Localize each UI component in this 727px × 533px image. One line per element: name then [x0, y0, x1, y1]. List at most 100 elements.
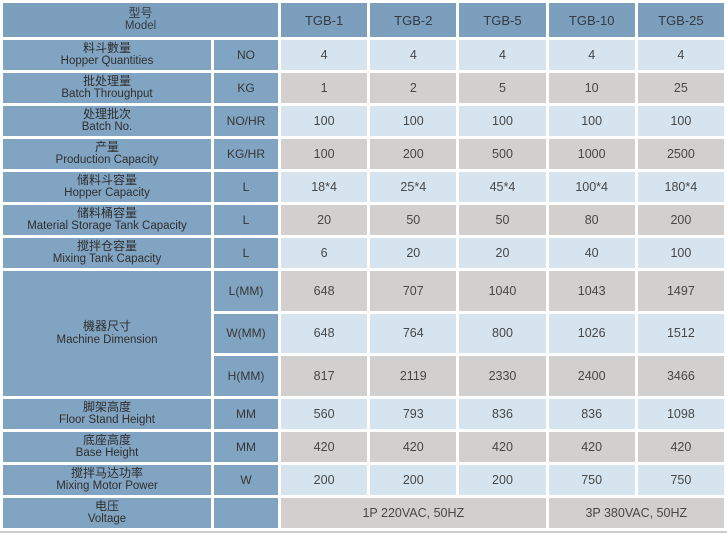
table-row-machine-dimension-l: 機器尺寸 Machine Dimension L(MM) 648 707 104… [3, 271, 724, 396]
row-label-en: Production Capacity [55, 154, 159, 167]
value-cell: 3466 [637, 356, 724, 396]
unit-cell: KG/HR [214, 139, 279, 169]
value-cell: 836 [548, 399, 635, 429]
unit-cell: MM [214, 432, 279, 462]
row-label-machine-dimension: 機器尺寸 Machine Dimension [3, 271, 211, 396]
column-header-tgb-1: TGB-1 [281, 3, 368, 37]
row-label: 产量 Production Capacity [3, 139, 211, 169]
value-cell: 100 [548, 106, 635, 136]
column-header-tgb-25: TGB-25 [637, 3, 724, 37]
value-cell: 1000 [548, 139, 635, 169]
row-label: 脚架高度 Floor Stand Height [3, 399, 211, 429]
value-cell: 100 [459, 106, 546, 136]
unit-cell: L [214, 172, 279, 202]
value-cell: 1040 [459, 271, 546, 311]
value-cell: 420 [548, 432, 635, 462]
unit-cell: W(MM) [214, 313, 279, 354]
value-cell: 20 [370, 238, 457, 268]
row-label-zh: 产量 [94, 139, 119, 154]
row-label-en: Hopper Capacity [64, 187, 150, 200]
value-cell: 2330 [459, 356, 546, 396]
table-row-hopper-quantities: 料斗數量 Hopper Quantities NO 4 4 4 4 4 [3, 40, 724, 70]
value-cell: 5 [459, 73, 546, 103]
unit-cell: L(MM) [214, 271, 279, 311]
value-cell: 18*4 [281, 172, 368, 202]
value-cell: 1512 [637, 313, 724, 354]
unit-cell: W [214, 465, 279, 495]
value-cell: 4 [459, 40, 546, 70]
row-label-zh: 储料斗容量 [76, 172, 137, 187]
table-row-voltage: 电压 Voltage 1P 220VAC, 50HZ 3P 380VAC, 50… [3, 498, 724, 528]
value-cell: 200 [637, 205, 724, 235]
table-row-machine-dimension-w: W(MM) 648 764 800 1026 1512 [3, 313, 724, 354]
row-label: 处理批次 Batch No. [3, 106, 211, 136]
unit-cell-empty [214, 498, 279, 528]
unit-cell: KG [214, 73, 279, 103]
table-row-batch-throughput: 批处理量 Batch Throughput KG 1 2 5 10 25 [3, 73, 724, 103]
value-cell: 45*4 [459, 172, 546, 202]
table-row-machine-dimension-h: H(MM) 817 2119 2330 2400 3466 [3, 356, 724, 396]
row-label-en: Base Height [75, 447, 139, 460]
model-header-cell: 型号 Model [3, 3, 279, 37]
table-row-base-height: 底座高度 Base Height MM 420 420 420 420 420 [3, 432, 724, 462]
value-cell: 1026 [548, 313, 635, 354]
row-label-en: Floor Stand Height [59, 414, 155, 427]
value-cell: 50 [370, 205, 457, 235]
value-cell: 1 [281, 73, 368, 103]
value-cell: 200 [370, 465, 457, 495]
value-cell: 6 [281, 238, 368, 268]
table-row-mixing-motor-power: 搅拌马达功率 Mixing Motor Power W 200 200 200 … [3, 465, 724, 495]
value-cell: 50 [459, 205, 546, 235]
value-cell: 1497 [637, 271, 724, 311]
value-cell: 764 [370, 313, 457, 354]
table-row-batch-no: 处理批次 Batch No. NO/HR 100 100 100 100 100 [3, 106, 724, 136]
value-cell: 2 [370, 73, 457, 103]
row-label-en: Material Storage Tank Capacity [27, 220, 187, 233]
row-label: 储料桶容量 Material Storage Tank Capacity [3, 205, 211, 235]
value-cell: 648 [281, 271, 368, 311]
header-row: 型号 Model TGB-1 TGB-2 TGB-5 TGB-10 TGB-25 [3, 3, 724, 37]
value-cell: 800 [459, 313, 546, 354]
value-cell: 200 [459, 465, 546, 495]
value-cell: 100*4 [548, 172, 635, 202]
row-label-en: Batch No. [81, 121, 133, 134]
table-row-material-storage-tank-capacity: 储料桶容量 Material Storage Tank Capacity L 2… [3, 205, 724, 235]
row-label-en: Mixing Motor Power [56, 480, 158, 493]
value-cell: 420 [459, 432, 546, 462]
value-cell: 200 [370, 139, 457, 169]
column-header-tgb-5: TGB-5 [459, 3, 546, 37]
value-cell: 25*4 [370, 172, 457, 202]
row-label-zh: 機器尺寸 [82, 319, 131, 334]
row-label: 搅拌马达功率 Mixing Motor Power [3, 465, 211, 495]
value-cell: 100 [637, 238, 724, 268]
value-cell: 836 [459, 399, 546, 429]
row-label-zh: 处理批次 [82, 106, 131, 121]
row-label-zh: 底座高度 [82, 432, 131, 447]
value-cell: 100 [281, 139, 368, 169]
value-cell: 4 [548, 40, 635, 70]
table-row-floor-stand-height: 脚架高度 Floor Stand Height MM 560 793 836 8… [3, 399, 724, 429]
value-cell: 1043 [548, 271, 635, 311]
value-cell: 420 [281, 432, 368, 462]
value-cell: 25 [637, 73, 724, 103]
column-header-tgb-2: TGB-2 [370, 3, 457, 37]
value-cell: 100 [281, 106, 368, 136]
value-cell: 500 [459, 139, 546, 169]
value-cell: 180*4 [637, 172, 724, 202]
row-label-en: Hopper Quantities [60, 55, 154, 68]
value-cell-voltage-single-phase: 1P 220VAC, 50HZ [281, 498, 546, 528]
unit-cell: MM [214, 399, 279, 429]
model-label-zh: 型号 [128, 5, 153, 20]
row-label: 底座高度 Base Height [3, 432, 211, 462]
value-cell: 420 [637, 432, 724, 462]
value-cell: 817 [281, 356, 368, 396]
value-cell-voltage-three-phase: 3P 380VAC, 50HZ [548, 498, 724, 528]
row-label-en: Mixing Tank Capacity [52, 253, 162, 266]
value-cell: 2119 [370, 356, 457, 396]
value-cell: 4 [637, 40, 724, 70]
row-label-en: Machine Dimension [56, 333, 158, 346]
row-label-zh: 搅拌仓容量 [76, 238, 137, 253]
value-cell: 560 [281, 399, 368, 429]
